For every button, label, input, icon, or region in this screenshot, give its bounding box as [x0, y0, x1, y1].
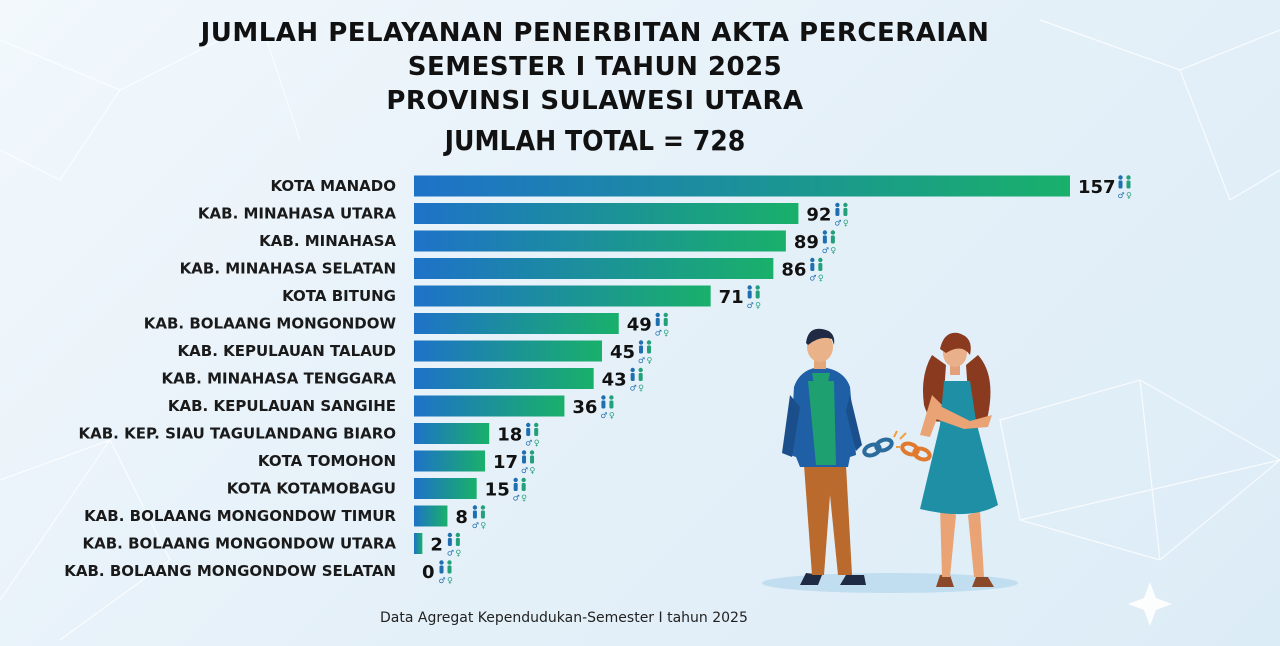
male-female-icon: [471, 505, 487, 530]
bar: [414, 285, 711, 307]
bar: [414, 478, 477, 499]
value-label: 43: [602, 370, 627, 391]
value-label: 49: [627, 315, 652, 336]
title-line-2: SEMESTER I TAHUN 2025: [407, 52, 783, 82]
male-female-icon: [1117, 175, 1132, 200]
value-label: 92: [806, 205, 831, 226]
value-label: 0: [422, 562, 435, 583]
male-female-icon: [629, 367, 645, 393]
bar: [414, 505, 448, 527]
value-label: 71: [719, 287, 744, 308]
category-label: KAB. KEPULAUAN SANGIHE: [168, 397, 396, 415]
broken-chain-icon: [862, 430, 932, 462]
bar: [414, 230, 786, 252]
bar: [414, 258, 774, 279]
value-label: 8: [455, 507, 468, 528]
title-line-3: PROVINSI SULAWESI UTARA: [386, 86, 804, 116]
value-label: 18: [497, 425, 522, 446]
value-label: 45: [610, 342, 635, 363]
category-label: KOTA KOTAMOBAGU: [227, 480, 396, 498]
title-line-1: JUMLAH PELAYANAN PENERBITAN AKTA PERCERA…: [200, 18, 990, 48]
category-label: KAB. MINAHASA UTARA: [198, 205, 396, 223]
value-label: 157: [1078, 177, 1116, 198]
bar: [414, 175, 1070, 197]
value-label: 15: [485, 480, 510, 501]
male-female-icon: [446, 532, 462, 558]
man-figure: [782, 328, 866, 585]
bar: [414, 203, 799, 224]
value-label: 17: [493, 452, 518, 473]
bar: [414, 423, 490, 444]
male-female-icon: [512, 477, 528, 503]
bar: [414, 533, 423, 554]
value-label: 36: [572, 397, 597, 418]
category-label: KOTA MANADO: [270, 177, 396, 195]
category-label: KAB. BOLAANG MONGONDOW SELATAN: [64, 562, 396, 580]
male-female-icon: [746, 285, 762, 310]
male-female-icon: [600, 395, 615, 420]
couple-illustration: [762, 328, 1018, 593]
value-label: 2: [430, 535, 443, 556]
male-female-icon: [438, 560, 453, 585]
category-label: KAB. BOLAANG MONGONDOW UTARA: [83, 535, 397, 553]
data-source-note: Data Agregat Kependudukan-Semester I tah…: [380, 610, 748, 626]
category-label: KAB. BOLAANG MONGONDOW: [144, 315, 397, 333]
woman-figure: [920, 332, 998, 587]
value-label: 86: [781, 260, 806, 281]
male-female-icon: [521, 450, 536, 475]
bar: [414, 340, 603, 362]
male-female-icon: [638, 340, 653, 365]
bar: [414, 368, 594, 389]
value-label: 89: [794, 232, 819, 253]
category-label: KAB. MINAHASA SELATAN: [180, 260, 396, 278]
category-label: KAB. KEP. SIAU TAGULANDANG BIARO: [78, 425, 396, 443]
male-female-icon: [834, 202, 849, 228]
male-female-icon: [654, 312, 670, 338]
male-female-icon: [525, 422, 540, 448]
category-label: KAB. BOLAANG MONGONDOW TIMUR: [84, 507, 396, 525]
category-label: KOTA BITUNG: [282, 287, 396, 305]
male-female-icon: [809, 257, 824, 283]
category-label: KAB. MINAHASA TENGGARA: [162, 370, 397, 388]
category-label: KOTA TOMOHON: [258, 452, 396, 470]
bar: [414, 313, 619, 334]
bar: [414, 395, 565, 417]
category-label: KAB. KEPULAUAN TALAUD: [178, 342, 396, 360]
total-label: JUMLAH TOTAL = 728: [444, 124, 746, 157]
category-label: KAB. MINAHASA: [259, 232, 396, 250]
sparkle-icon: [1128, 582, 1172, 626]
male-female-icon: [821, 230, 837, 255]
bar: [414, 450, 486, 472]
bars-group: KOTA MANADO 157 KAB. MINAHASA UTARA 92 KAB. …: [64, 175, 1132, 585]
